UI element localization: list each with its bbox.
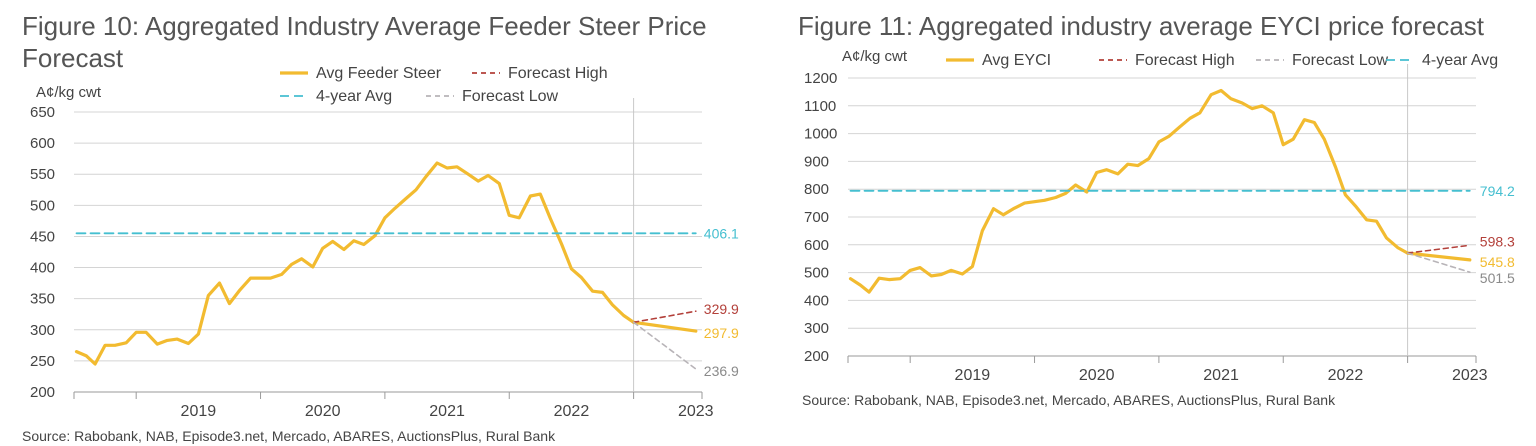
- x-tick-label: 2020: [305, 403, 341, 420]
- legend-label: Forecast High: [508, 65, 608, 82]
- series-line-avg-eyci: [848, 88, 1410, 294]
- series-line-forecast-low: [632, 321, 697, 370]
- y-axis-unit: A¢/kg cwt: [842, 48, 908, 65]
- x-tick-label: 2020: [1079, 367, 1115, 384]
- y-tick-label: 300: [30, 322, 55, 339]
- x-tick-label: 2021: [1203, 367, 1239, 384]
- series-line-avg-feeder-steer-forecast-: [631, 320, 698, 333]
- series-line-forecast-high: [1406, 244, 1471, 254]
- chart-title: Figure 11: Aggregated industry average E…: [798, 11, 1485, 41]
- y-tick-label: 350: [30, 291, 55, 308]
- end-value-label: 297.9: [704, 325, 739, 341]
- series-line-avg-feeder-steer: [74, 161, 636, 366]
- y-tick-label: 500: [804, 265, 829, 282]
- y-tick-label: 1100: [804, 98, 836, 115]
- legend-label: Forecast High: [1135, 52, 1235, 69]
- y-tick-label: 800: [804, 181, 829, 198]
- y-tick-label: 250: [30, 353, 55, 370]
- x-tick-label: 2021: [429, 403, 465, 420]
- x-tick-label: 2023: [678, 403, 714, 420]
- y-tick-label: 700: [804, 209, 829, 226]
- chart-title: Figure 10: Aggregated Industry Average F…: [22, 11, 707, 73]
- y-tick-label: 400: [804, 292, 829, 309]
- end-value-label: 501.5: [1480, 270, 1515, 286]
- y-tick-label: 200: [30, 384, 55, 401]
- y-tick-label: 650: [30, 104, 55, 121]
- y-tick-label: 400: [30, 260, 55, 277]
- y-axis-unit: A¢/kg cwt: [36, 84, 102, 101]
- source-note: Source: Rabobank, NAB, Episode3.net, Mer…: [802, 392, 1336, 408]
- legend-label: 4-year Avg: [316, 88, 392, 105]
- legend-label: 4-year Avg: [1422, 52, 1498, 69]
- x-tick-label: 2019: [181, 403, 217, 420]
- x-tick-label: 2023: [1452, 367, 1488, 384]
- series-line-forecast-low: [1406, 252, 1471, 274]
- legend-label: Avg Feeder Steer: [316, 65, 442, 82]
- legend-label: Forecast Low: [1292, 52, 1388, 69]
- legend-label: Avg EYCI: [982, 52, 1051, 69]
- y-tick-label: 1200: [804, 70, 837, 87]
- end-value-label: 236.9: [704, 363, 739, 379]
- x-tick-label: 2019: [955, 367, 991, 384]
- end-value-label: 406.1: [704, 225, 739, 241]
- end-value-label: 794.2: [1480, 183, 1515, 199]
- figure-10-panel: Figure 10: Aggregated Industry Average F…: [22, 11, 739, 444]
- x-tick-label: 2022: [1328, 367, 1364, 384]
- y-tick-label: 900: [804, 153, 829, 170]
- feeder-steer-line-chart: 200 250 300 350 400 450 500 550 600 650 2019 2020 20…: [30, 65, 739, 420]
- end-value-label: 545.8: [1480, 254, 1515, 270]
- end-value-label: 598.3: [1480, 233, 1515, 249]
- y-tick-label: 200: [804, 348, 829, 365]
- legend-label: Forecast Low: [462, 88, 558, 105]
- source-note: Source: Rabobank, NAB, Episode3.net, Mer…: [22, 428, 556, 444]
- y-tick-label: 600: [30, 135, 55, 152]
- series-line-forecast-high: [632, 310, 697, 324]
- y-tick-label: 450: [30, 228, 55, 245]
- y-tick-label: 550: [30, 166, 55, 183]
- y-tick-label: 300: [804, 320, 829, 337]
- series-line-avg-eyci-forecast-: [1405, 251, 1472, 262]
- y-tick-label: 600: [804, 237, 829, 254]
- y-tick-label: 500: [30, 197, 55, 214]
- end-value-label: 329.9: [704, 301, 739, 317]
- y-tick-label: 1000: [804, 126, 837, 143]
- figure-11-panel: Figure 11: Aggregated industry average E…: [768, 0, 1536, 446]
- x-tick-label: 2022: [554, 403, 590, 420]
- eyci-line-chart: 200 300 400 500 600 700 800 900 1000 1100 1200 2019…: [804, 52, 1515, 384]
